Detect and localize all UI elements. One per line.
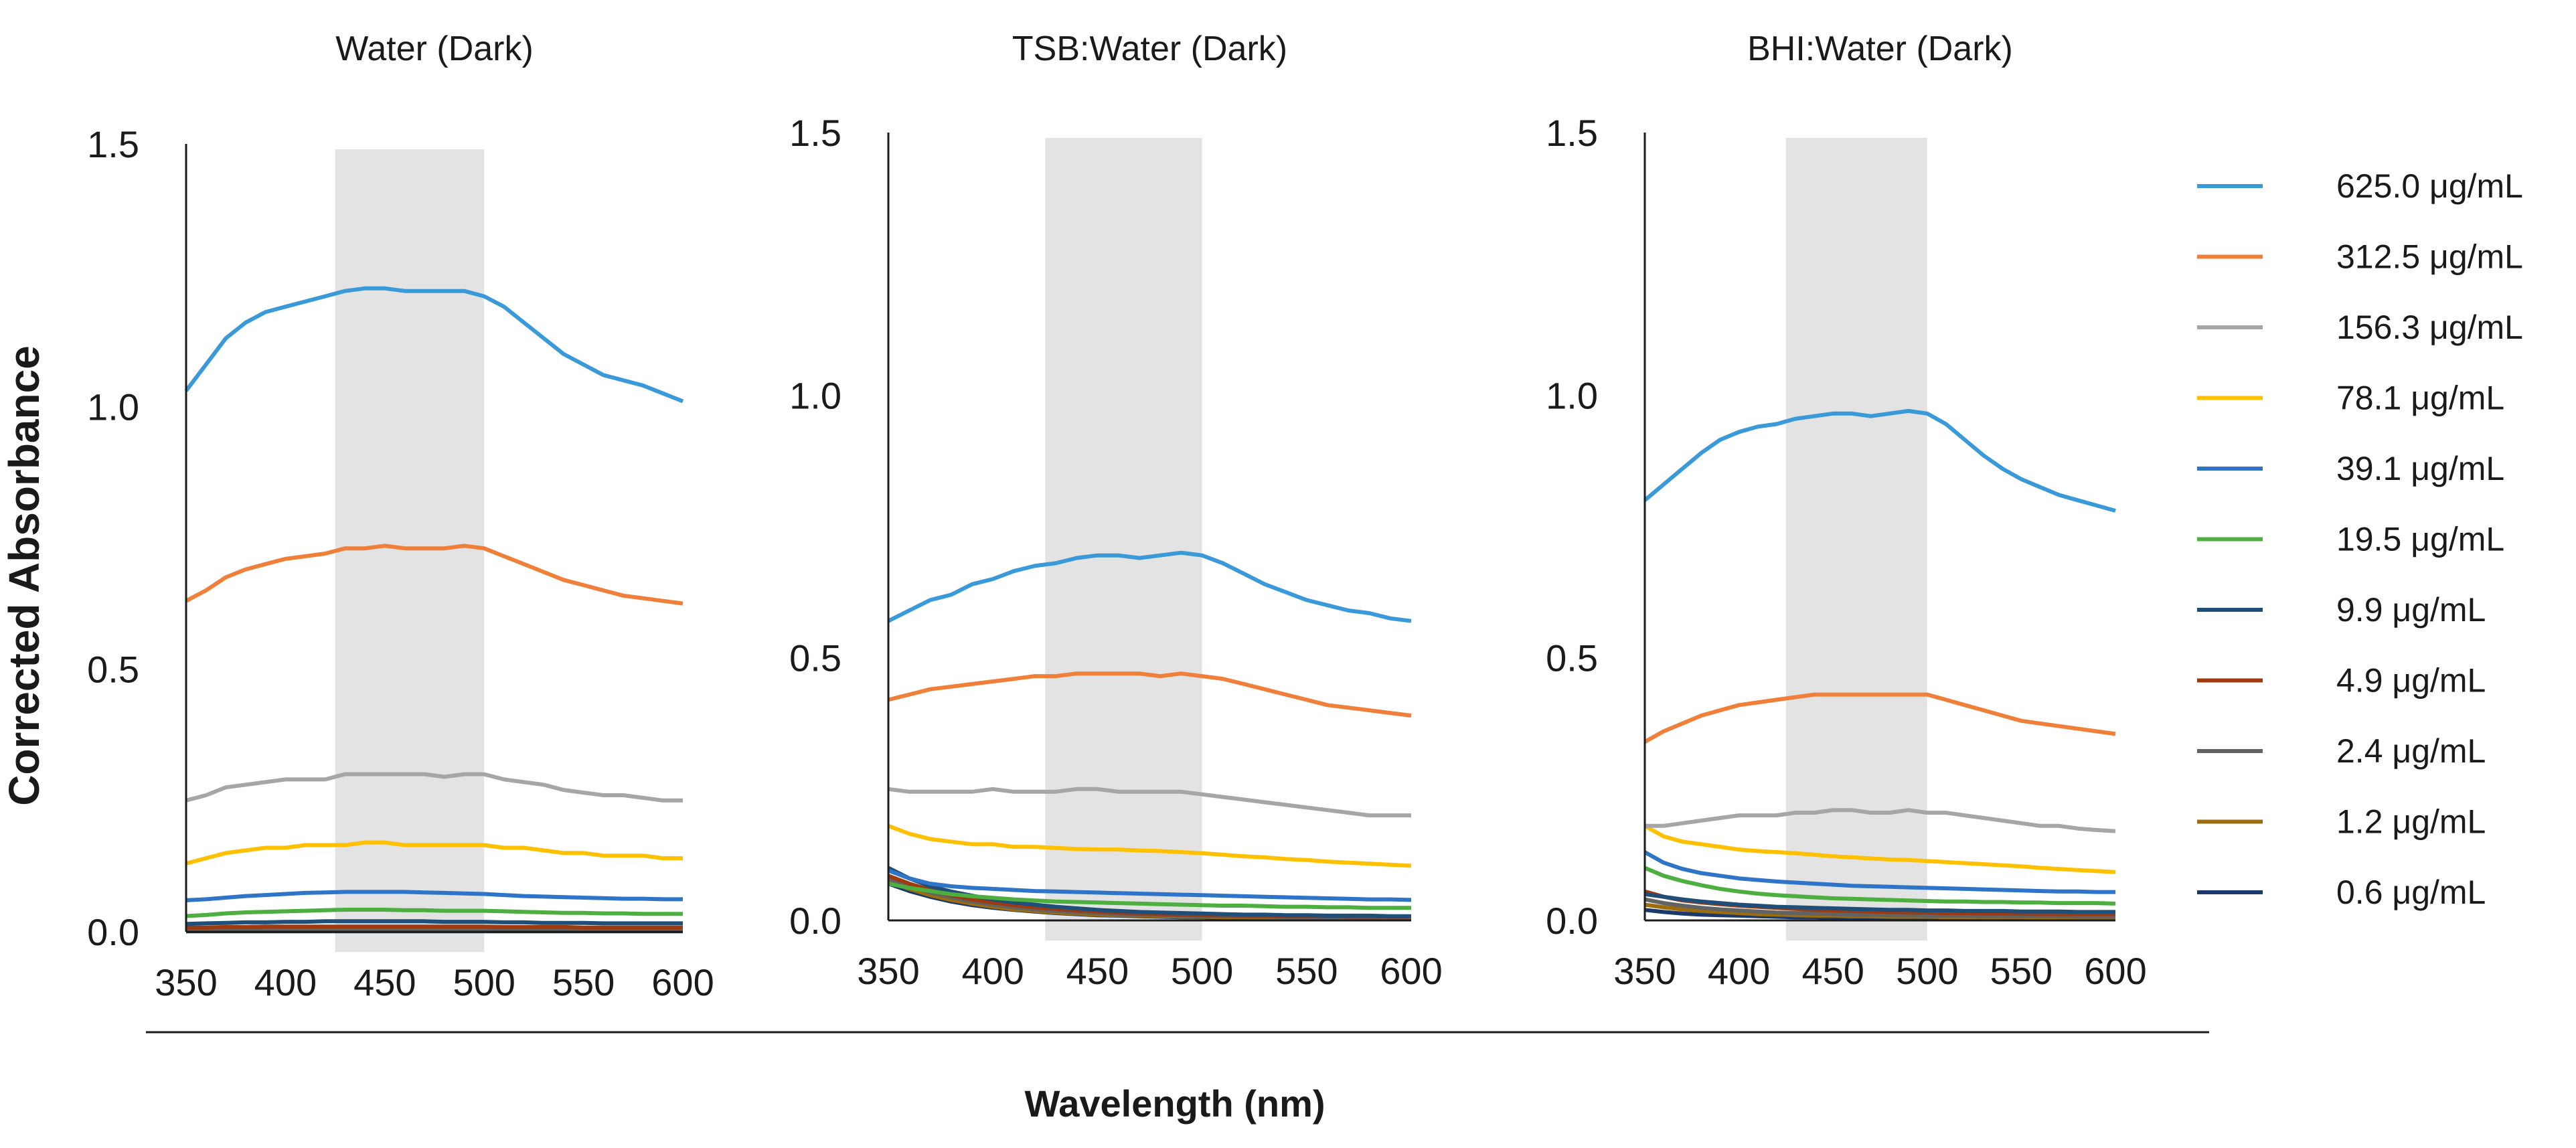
series-line-2-4 — [186, 927, 683, 932]
y-tick-label: 1.5 — [789, 112, 841, 154]
shaded-band — [1785, 138, 1927, 940]
x-tick-label: 500 — [453, 961, 515, 1003]
legend-label: 39.1 μg/mL — [2336, 450, 2504, 487]
series-line-4-9 — [186, 924, 683, 930]
legend-item: 1.2 μg/mL — [2197, 803, 2486, 841]
series-line-312-5 — [1643, 692, 2116, 744]
legend-label: 312.5 μg/mL — [2336, 238, 2523, 276]
x-tick-label: 600 — [2084, 950, 2146, 992]
x-tick-label: 450 — [353, 961, 416, 1003]
x-tick-label: 350 — [857, 950, 919, 992]
legend-item: 39.1 μg/mL — [2197, 450, 2504, 487]
series-line-78-1 — [185, 840, 683, 866]
x-tick-label: 400 — [254, 961, 317, 1003]
y-tick-label: 0.0 — [789, 900, 841, 942]
series-line-78-1 — [887, 823, 1412, 868]
y-tick-label: 0.5 — [87, 649, 139, 691]
x-tick-label: 600 — [651, 961, 714, 1003]
x-tick-label: 350 — [1613, 950, 1676, 992]
x-tick-label: 600 — [1380, 950, 1442, 992]
legend-item: 78.1 μg/mL — [2197, 380, 2504, 417]
series-line-156-3 — [1645, 808, 2116, 833]
x-tick-label: 550 — [1275, 950, 1338, 992]
series-line-312-5 — [185, 544, 683, 606]
x-tick-label: 450 — [1801, 950, 1864, 992]
series-line-39-1 — [1643, 850, 2115, 894]
y-tick-label: 1.0 — [87, 386, 139, 428]
x-tick-label: 550 — [1990, 950, 2052, 992]
series-line-9-9 — [1644, 892, 2115, 914]
x-tick-label: 500 — [1171, 950, 1233, 992]
series-line-19-5 — [1643, 866, 2116, 906]
y-tick-label: 0.5 — [789, 637, 841, 679]
series-line-625-0 — [887, 550, 1412, 623]
y-tick-label: 1.0 — [789, 374, 841, 416]
legend-item: 2.4 μg/mL — [2197, 732, 2486, 770]
series-line-625-0 — [184, 286, 684, 404]
legend-item: 312.5 μg/mL — [2197, 238, 2523, 276]
legend-item: 0.6 μg/mL — [2197, 874, 2486, 911]
legend-label: 0.6 μg/mL — [2336, 874, 2486, 911]
series-line-9-9 — [185, 919, 683, 926]
legend-item: 9.9 μg/mL — [2197, 591, 2486, 629]
series-line-156-3 — [888, 787, 1411, 818]
panel-title: Water (Dark) — [335, 29, 534, 68]
panel-2: 0.0 0.5 1.0 1.5 350 400 450 500 550 600 TSB:Water … — [789, 29, 1443, 992]
x-tick-label: 500 — [1896, 950, 1958, 992]
series-line-312-5 — [888, 671, 1412, 718]
legend-item: 625.0 μg/mL — [2197, 167, 2523, 205]
legend-label: 1.2 μg/mL — [2336, 803, 2486, 841]
legend-item: 156.3 μg/mL — [2197, 309, 2523, 346]
legend-label: 625.0 μg/mL — [2336, 167, 2523, 205]
x-tick-label: 400 — [1708, 950, 1770, 992]
series-line-156-3 — [185, 772, 683, 803]
legend: 625.0 μg/mL 312.5 μg/mL 156.3 μg/mL 78.1 μg… — [2197, 167, 2523, 911]
legend-item: 4.9 μg/mL — [2197, 662, 2486, 700]
y-tick-label: 0.5 — [1546, 637, 1598, 679]
y-tick-label: 0.0 — [87, 911, 139, 953]
x-tick-label: 450 — [1066, 950, 1129, 992]
y-axis-label: Corrected Absorbance — [0, 345, 48, 806]
legend-label: 78.1 μg/mL — [2336, 380, 2504, 417]
y-tick-label: 1.5 — [1546, 112, 1598, 154]
x-axis-label: Wavelength (nm) — [1024, 1082, 1325, 1125]
legend-label: 156.3 μg/mL — [2336, 309, 2523, 346]
series-line-625-0 — [1643, 408, 2116, 513]
x-tick-label: 550 — [552, 961, 615, 1003]
y-tick-label: 0.0 — [1546, 900, 1598, 942]
legend-label: 4.9 μg/mL — [2336, 662, 2486, 700]
panel-title: BHI:Water (Dark) — [1747, 29, 2013, 68]
x-tick-label: 350 — [155, 961, 217, 1003]
x-tick-label: 400 — [961, 950, 1024, 992]
legend-label: 9.9 μg/mL — [2336, 591, 2486, 629]
legend-item: 19.5 μg/mL — [2197, 521, 2504, 558]
legend-label: 19.5 μg/mL — [2336, 521, 2504, 558]
shaded-band — [335, 149, 485, 952]
legend-label: 2.4 μg/mL — [2336, 732, 2486, 770]
panel-3: 0.0 0.5 1.0 1.5 350 400 450 500 550 600 BHI:Water … — [1546, 29, 2147, 992]
series-line-19-5 — [888, 882, 1411, 910]
panel-title: TSB:Water (Dark) — [1012, 29, 1287, 68]
panels: 0.0 0.5 1.0 1.5 350 400 450 500 550 600 Water (Dar… — [87, 29, 2147, 1003]
panel-1: 0.0 0.5 1.0 1.5 350 400 450 500 550 600 Water (Dar… — [87, 29, 714, 1003]
series-line-39-1 — [185, 890, 683, 902]
series-line-78-1 — [1643, 824, 2116, 874]
series-line-39-1 — [887, 868, 1412, 902]
shaded-band — [1045, 138, 1202, 940]
series-line-19-5 — [185, 908, 683, 918]
series-line-2-4 — [1644, 897, 2115, 919]
y-tick-label: 1.5 — [87, 123, 139, 165]
y-tick-label: 1.0 — [1546, 374, 1598, 416]
